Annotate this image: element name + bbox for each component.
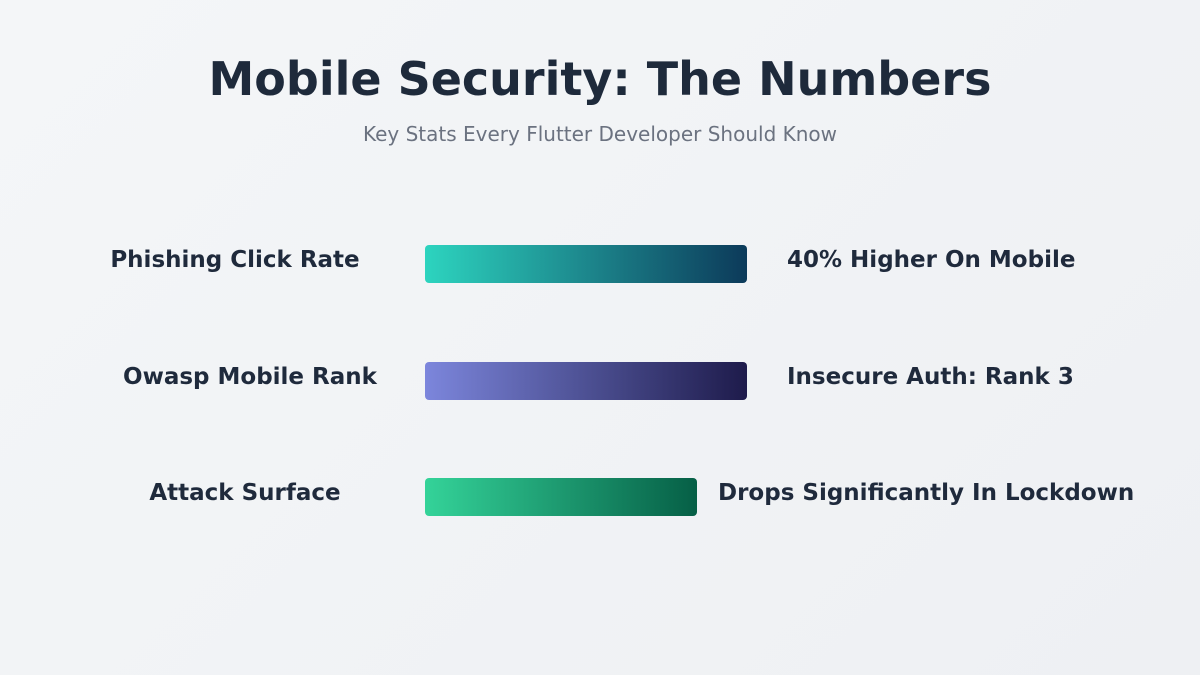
stat-value-owasp: Insecure Auth: Rank 3 (787, 364, 1074, 390)
stat-value-phishing: 40% Higher On Mobile (787, 247, 1076, 273)
stat-bar-phishing (425, 245, 747, 283)
stat-bar-owasp (425, 362, 747, 400)
stat-label-owasp: Owasp Mobile Rank (123, 364, 377, 390)
page-title: Mobile Security: The Numbers (208, 52, 992, 106)
stat-label-attack-surface: Attack Surface (149, 480, 341, 506)
stat-value-attack-surface: Drops Significantly In Lockdown (718, 480, 1135, 506)
stat-bar-attack-surface (425, 478, 697, 516)
stat-label-phishing: Phishing Click Rate (110, 247, 360, 273)
page-subtitle: Key Stats Every Flutter Developer Should… (362, 122, 838, 146)
